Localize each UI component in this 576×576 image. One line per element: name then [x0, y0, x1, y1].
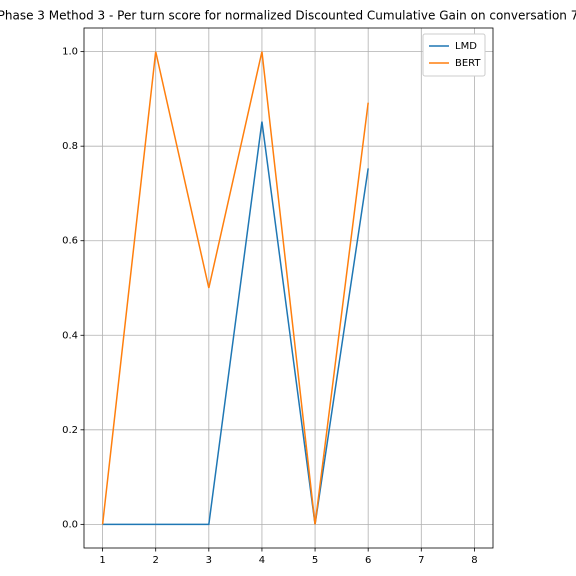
chart-title: Phase 3 Method 3 - Per turn score for no…	[0, 9, 576, 23]
x-tick-label: 2	[153, 555, 159, 566]
legend-label: BERT	[455, 58, 481, 69]
x-tick-label: 8	[471, 555, 477, 566]
legend-label: LMD	[455, 41, 477, 52]
y-tick-label: 0.4	[62, 330, 78, 341]
legend-box	[422, 33, 486, 77]
x-tick-label: 4	[259, 555, 265, 566]
line-series	[102, 121, 369, 526]
x-tick-label: 7	[418, 555, 424, 566]
y-tick-label: 1.0	[62, 47, 78, 58]
x-tick-label: 6	[365, 555, 371, 566]
line-series	[101, 51, 369, 525]
y-tick-label: 0.6	[62, 236, 78, 247]
x-tick-label: 5	[312, 555, 318, 566]
y-tick-label: 0.8	[62, 141, 78, 152]
y-tick-label: 0.0	[62, 519, 78, 530]
x-tick-label: 3	[206, 555, 212, 566]
x-tick-label: 1	[99, 555, 105, 566]
plot-frame	[83, 27, 494, 549]
y-tick-label: 0.2	[62, 425, 78, 436]
